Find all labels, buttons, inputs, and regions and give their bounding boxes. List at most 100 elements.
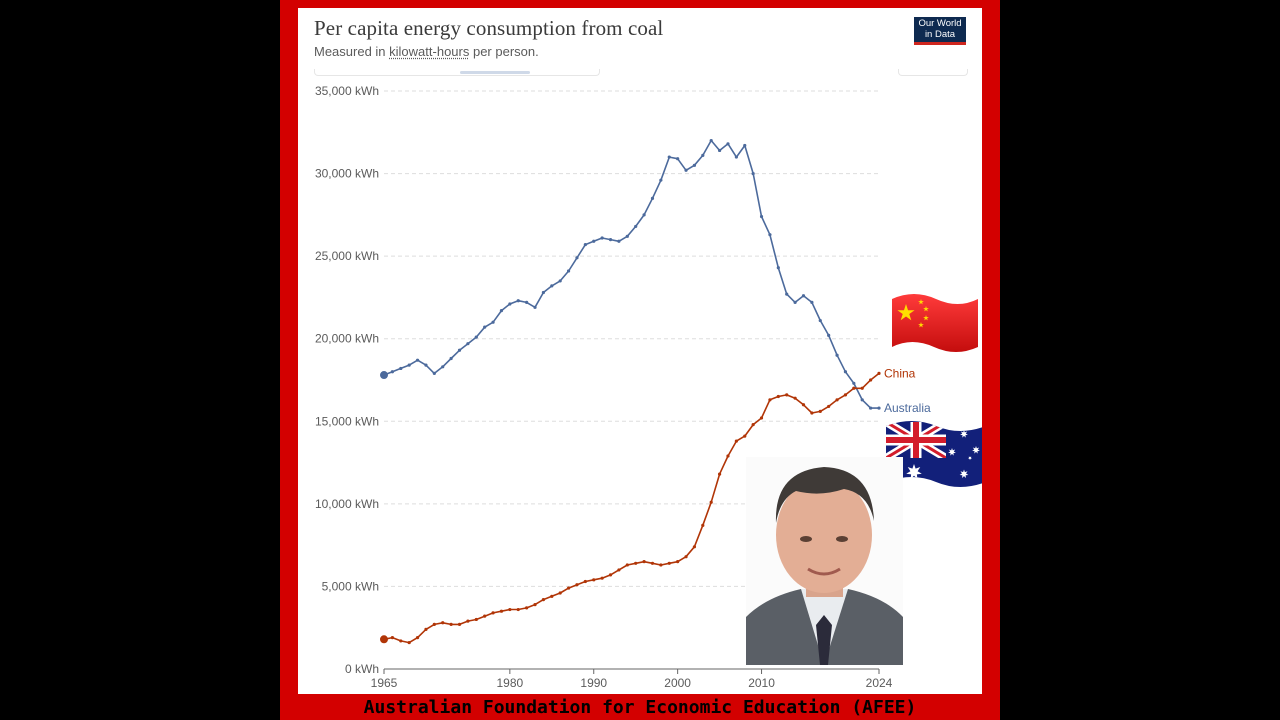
data-point-australia	[617, 239, 621, 243]
data-point-australia	[600, 236, 604, 240]
subtitle-suffix: per person.	[469, 44, 539, 59]
data-point-china	[399, 639, 403, 643]
red-frame: Per capita energy consumption from coal …	[280, 0, 1000, 720]
data-point-australia	[499, 309, 504, 313]
data-point-china	[449, 622, 453, 627]
data-point-china	[835, 398, 839, 402]
data-point-australia	[701, 153, 705, 158]
data-point-australia	[533, 305, 537, 309]
data-point-australia	[491, 320, 495, 324]
data-point-australia	[869, 406, 873, 410]
data-point-china	[424, 627, 428, 631]
data-point-china	[457, 622, 462, 627]
data-point-china	[533, 602, 537, 607]
data-point-china	[441, 621, 445, 625]
data-point-australia	[642, 213, 646, 217]
footer-caption: Australian Foundation for Economic Educa…	[363, 697, 917, 718]
data-point-australia	[751, 171, 755, 176]
data-point-australia	[860, 398, 864, 402]
data-point-australia	[650, 196, 655, 200]
data-point-australia	[625, 234, 629, 238]
data-point-australia	[835, 353, 839, 357]
data-point-australia	[390, 370, 394, 374]
data-point-china	[390, 636, 394, 640]
x-tick-label: 1990	[580, 676, 607, 690]
data-point-china	[499, 609, 504, 613]
chart-panel: Per capita energy consumption from coal …	[298, 8, 982, 694]
data-point-australia	[684, 168, 688, 172]
series-label-australia: Australia	[884, 401, 931, 415]
data-point-australia	[801, 294, 806, 298]
logo-line-2: in Data	[924, 28, 956, 40]
settings-bar[interactable]	[898, 69, 968, 76]
data-point-australia	[759, 214, 764, 219]
data-point-china	[768, 398, 772, 402]
data-point-china	[801, 403, 806, 407]
y-tick-label: 30,000 kWh	[315, 167, 379, 181]
data-point-china	[734, 439, 738, 443]
data-point-china	[600, 576, 604, 580]
owid-logo[interactable]: Our World in Data	[914, 17, 966, 45]
data-point-australia	[474, 335, 478, 339]
data-point-china	[676, 560, 680, 564]
data-point-china	[776, 394, 780, 399]
data-point-china	[692, 545, 697, 549]
data-point-australia	[380, 371, 388, 380]
data-point-china	[709, 500, 713, 504]
data-point-australia	[550, 284, 554, 288]
data-point-australia	[424, 363, 428, 367]
data-point-australia	[441, 365, 445, 369]
data-point-australia	[818, 318, 822, 323]
data-point-china	[743, 434, 747, 438]
data-point-china	[608, 573, 613, 577]
y-tick-label: 20,000 kWh	[315, 332, 379, 346]
data-point-china	[751, 422, 755, 427]
data-point-australia	[827, 333, 831, 338]
data-point-australia	[432, 371, 436, 375]
line-chart: 0 kWh 5,000 kWh 10,000 kWh 15,000 kWh 20,000…	[315, 84, 931, 690]
data-point-australia	[659, 178, 663, 182]
data-point-china	[785, 393, 789, 397]
data-point-australia	[415, 358, 420, 362]
data-point-australia	[785, 292, 789, 296]
data-point-australia	[566, 269, 571, 273]
data-point-china	[625, 563, 629, 567]
data-point-australia	[449, 356, 453, 361]
data-point-china	[793, 396, 797, 400]
data-point-china	[759, 416, 764, 420]
data-point-china	[491, 611, 495, 615]
data-point-australia	[508, 302, 512, 306]
unit-link[interactable]: kilowatt-hours	[389, 44, 470, 59]
person-photo	[746, 457, 903, 665]
x-tick-label: 2010	[748, 676, 775, 690]
data-point-china	[650, 561, 655, 565]
data-point-australia	[709, 138, 713, 143]
data-point-china	[843, 393, 848, 397]
logo-line-1: Our World	[918, 18, 962, 29]
data-point-china	[860, 386, 864, 390]
x-tick-label: 2024	[866, 676, 893, 690]
data-point-australia	[726, 142, 730, 146]
data-point-australia	[810, 300, 814, 304]
tab-bar[interactable]	[314, 69, 600, 76]
data-point-china	[818, 409, 822, 413]
tab-bar-indicator	[460, 71, 530, 74]
y-tick-label: 15,000 kWh	[315, 414, 379, 428]
data-point-china	[380, 635, 388, 644]
data-point-australia	[541, 290, 546, 295]
data-point-china	[525, 606, 529, 610]
data-point-china	[407, 640, 411, 645]
data-point-china	[466, 619, 470, 623]
series-line-australia	[383, 139, 879, 409]
y-tick-label: 5,000 kWh	[322, 579, 379, 593]
subtitle-prefix: Measured in	[314, 44, 390, 59]
x-tick-label: 1965	[371, 676, 398, 690]
data-point-china	[415, 636, 420, 640]
data-point-australia	[667, 155, 671, 159]
data-point-china	[726, 454, 730, 458]
data-point-china	[483, 614, 487, 618]
data-point-australia	[634, 224, 638, 229]
data-point-australia	[399, 366, 403, 371]
data-point-australia	[583, 242, 587, 247]
data-point-china	[617, 568, 621, 572]
